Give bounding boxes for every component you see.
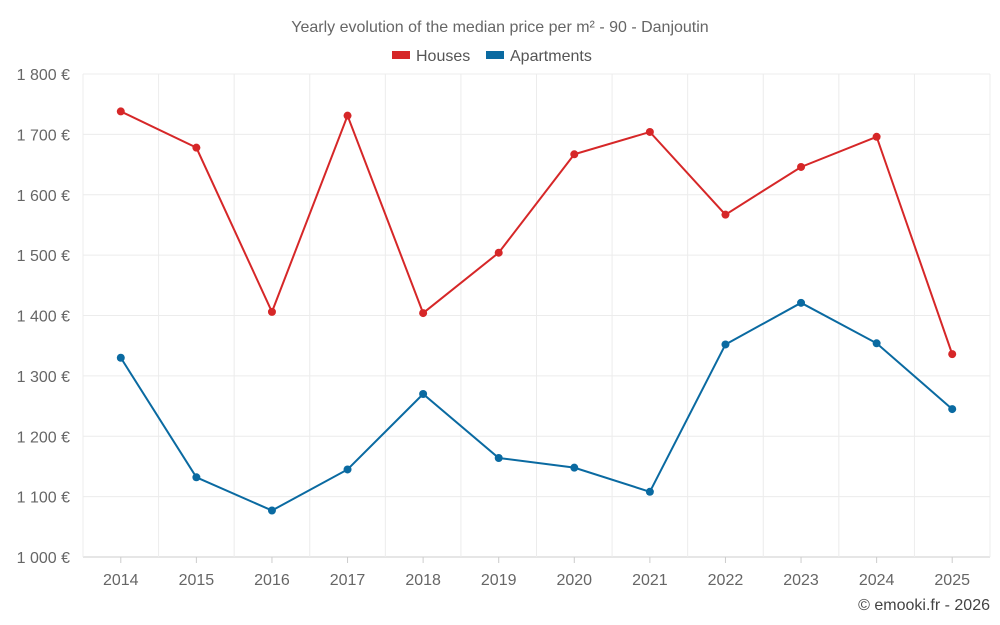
data-point-apartments	[797, 298, 806, 307]
series-layer	[116, 107, 957, 515]
x-tick-label: 2024	[859, 572, 895, 589]
x-tick-label: 2019	[481, 572, 517, 589]
data-point-houses	[797, 162, 806, 171]
legend: Houses Apartments	[392, 48, 592, 65]
y-tick-label: 1 400 €	[17, 309, 70, 326]
x-tick-label: 2022	[708, 572, 744, 589]
y-tick-label: 1 500 €	[17, 248, 70, 265]
x-tick-label: 2017	[330, 572, 366, 589]
data-point-houses	[494, 248, 503, 257]
chart-title: Yearly evolution of the median price per…	[291, 19, 708, 36]
x-tick-label: 2021	[632, 572, 668, 589]
x-tick-label: 2018	[405, 572, 441, 589]
grid-lines	[82, 73, 991, 558]
legend-swatch-houses	[392, 51, 410, 59]
data-point-houses	[419, 309, 428, 318]
x-tick-label: 2025	[934, 572, 970, 589]
y-tick-label: 1 000 €	[17, 550, 70, 567]
x-tick-label: 2020	[556, 572, 592, 589]
data-point-apartments	[494, 453, 503, 462]
data-point-apartments	[721, 340, 730, 349]
y-tick-label: 1 700 €	[17, 127, 70, 144]
data-point-houses	[116, 107, 125, 116]
y-tick-label: 1 200 €	[17, 429, 70, 446]
x-tick-label: 2015	[179, 572, 215, 589]
data-point-apartments	[116, 353, 125, 362]
data-point-houses	[721, 210, 730, 219]
data-point-houses	[192, 143, 201, 152]
y-tick-label: 1 100 €	[17, 490, 70, 507]
data-point-houses	[948, 350, 957, 359]
y-axis: 1 000 € 1 100 € 1 200 € 1 300 € 1 400 € 1 500…	[17, 67, 70, 567]
data-point-apartments	[343, 465, 352, 474]
data-point-apartments	[645, 487, 654, 496]
legend-swatch-apartments	[486, 51, 504, 59]
data-point-apartments	[872, 339, 881, 348]
credit-text: © emooki.fr - 2026	[858, 597, 990, 614]
data-point-houses	[570, 150, 579, 159]
data-point-houses	[267, 307, 276, 316]
data-point-houses	[645, 127, 654, 136]
x-tick-label: 2014	[103, 572, 139, 589]
y-tick-label: 1 600 €	[17, 188, 70, 205]
y-tick-label: 1 800 €	[17, 67, 70, 84]
x-tick-label: 2016	[254, 572, 290, 589]
series-line-houses	[120, 110, 954, 355]
data-point-houses	[343, 111, 352, 120]
data-point-apartments	[419, 389, 428, 398]
data-point-apartments	[948, 405, 957, 414]
x-axis: 2014 2015 2016 2017 2018 2019 2020 2021 2022 2023…	[103, 557, 970, 589]
x-tick-label: 2023	[783, 572, 819, 589]
data-point-apartments	[192, 473, 201, 482]
y-tick-label: 1 300 €	[17, 369, 70, 386]
data-point-apartments	[570, 463, 579, 472]
data-point-houses	[872, 132, 881, 141]
data-point-apartments	[267, 506, 276, 515]
legend-label-apartments: Apartments	[510, 48, 592, 65]
series-line-apartments	[119, 301, 953, 512]
legend-label-houses: Houses	[416, 48, 470, 65]
